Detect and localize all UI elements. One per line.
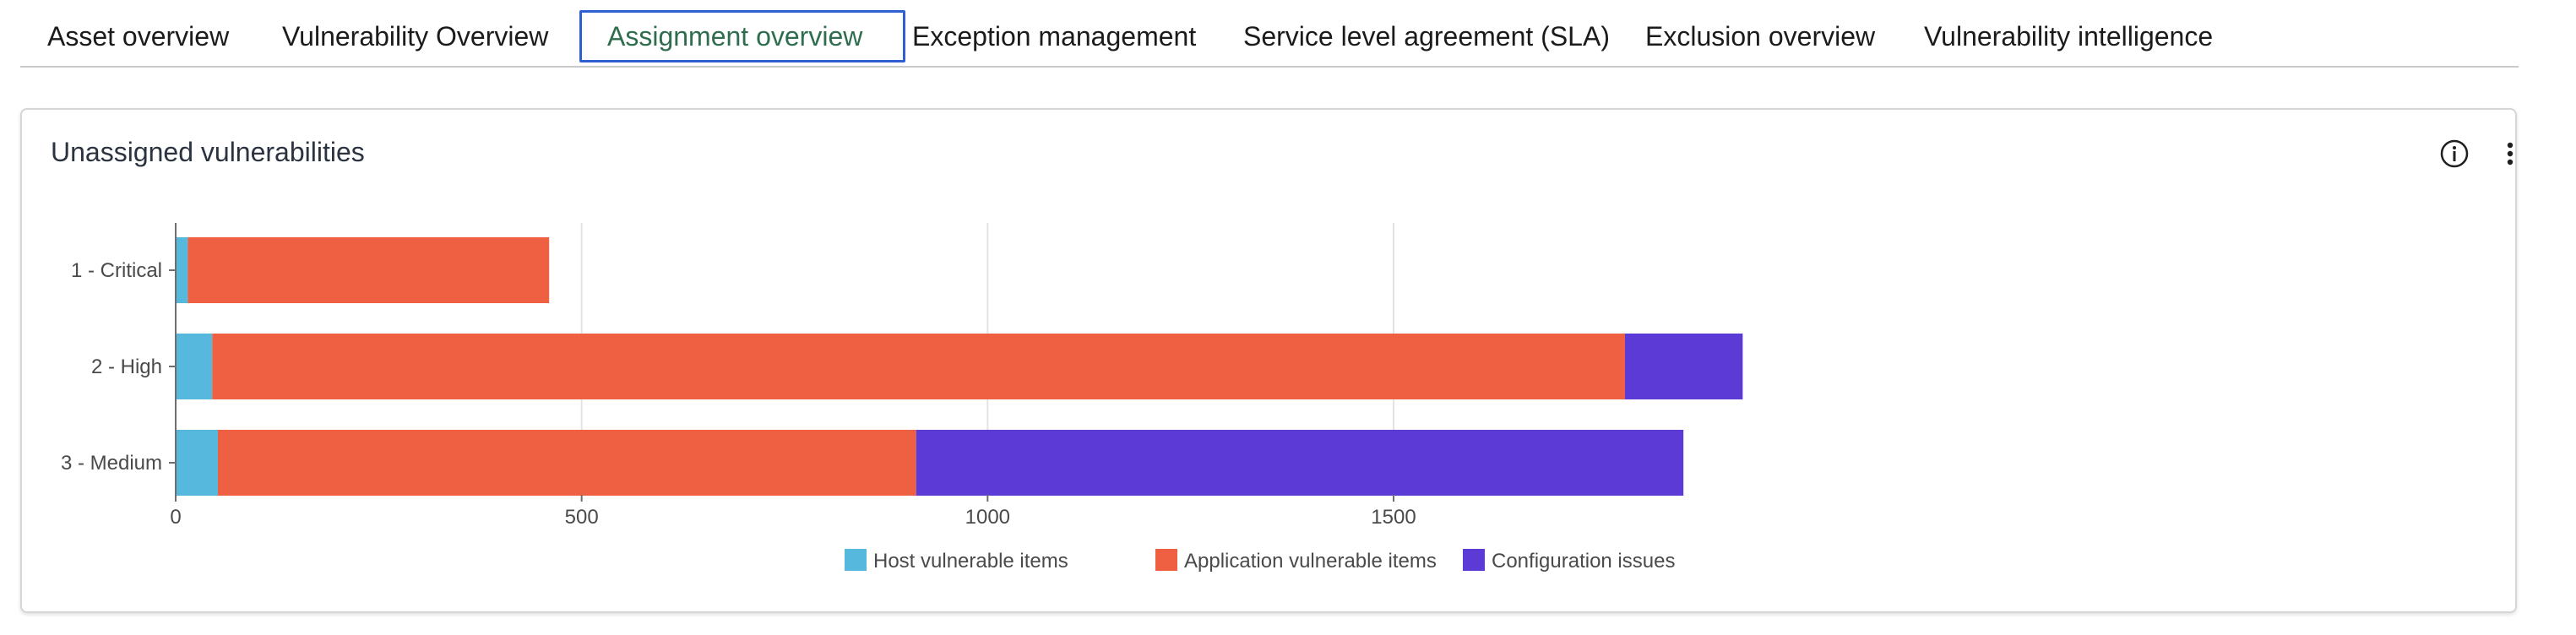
legend-swatch [845,549,867,571]
legend-swatch [1463,549,1485,571]
bar-segment[interactable] [187,237,550,303]
bar-segment[interactable] [176,237,188,303]
legend-label[interactable]: Configuration issues [1492,550,1675,573]
info-icon[interactable] [2439,138,2470,169]
x-tick-label: 0 [170,506,181,529]
tab-bar: Asset overview Vulnerability Overview As… [20,0,2519,68]
stacked-bar-chart: 0 500 1000 1500 1 - Critical 2 - High 3 - Medi… [61,223,1743,573]
tab-vulnerability-overview[interactable]: Vulnerability Overview [282,21,549,52]
legend-label[interactable]: Application vulnerable items [1184,550,1437,573]
tab-exclusion-overview[interactable]: Exclusion overview [1645,21,1876,52]
bar-segment[interactable] [1624,334,1743,399]
x-tick-label: 1000 [965,506,1010,529]
legend-label[interactable]: Host vulnerable items [873,550,1068,573]
x-tick-label: 500 [565,506,599,529]
tab-asset-overview[interactable]: Asset overview [47,21,230,52]
bar-segment[interactable] [176,430,218,496]
y-tick-label: 2 - High [91,355,162,378]
bar-segment[interactable] [176,334,213,399]
tab-service-level-agreement[interactable]: Service level agreement (SLA) [1243,21,1610,52]
tab-vulnerability-intelligence[interactable]: Vulnerability intelligence [1924,21,2214,52]
tab-assignment-overview[interactable]: Assignment overview [579,10,905,62]
bar-segment[interactable] [916,430,1684,496]
y-tick-label: 1 - Critical [71,259,162,282]
bar-segment[interactable] [212,334,1625,399]
tab-exception-management[interactable]: Exception management [912,21,1197,52]
x-tick-label: 1500 [1371,506,1416,529]
bar-segment[interactable] [217,430,916,496]
unassigned-vulnerabilities-card: Unassigned vulnerabilities 0 500 1000 1500 1… [20,108,2517,613]
card-title: Unassigned vulnerabilities [51,137,365,167]
more-vertical-icon[interactable] [2495,138,2525,169]
legend-swatch [1155,549,1177,571]
y-tick-label: 3 - Medium [61,452,162,475]
